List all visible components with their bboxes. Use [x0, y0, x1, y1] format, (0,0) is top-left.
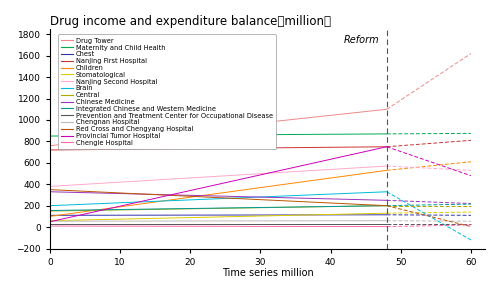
Text: Reform: Reform [344, 35, 380, 45]
Text: Drug income and expenditure balance（million）: Drug income and expenditure balance（mill… [50, 15, 331, 28]
X-axis label: Time series million: Time series million [222, 268, 314, 278]
Legend: Drug Tower, Maternity and Child Health, Chest, Nanjing First Hospital, Children,: Drug Tower, Maternity and Child Health, … [58, 34, 276, 149]
